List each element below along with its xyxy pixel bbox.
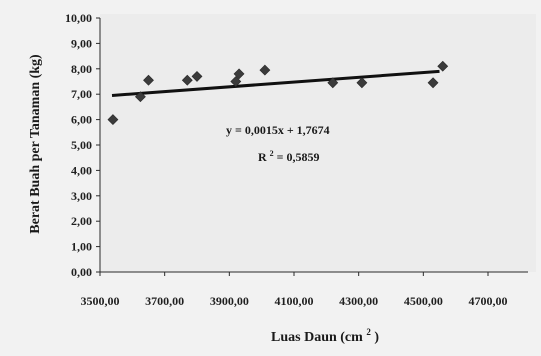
y-tick-label: 2,00 [71, 214, 92, 228]
equation-label: y = 0,0015x + 1,7674 [226, 123, 330, 137]
y-tick-label: 3,00 [71, 189, 92, 203]
r2-value: = 0,5859 [277, 150, 320, 164]
data-point-diamond [191, 70, 203, 82]
y-tick-label: 8,00 [71, 62, 92, 76]
x-tick-label: 4700,00 [469, 294, 508, 308]
x-tick-label: 3900,00 [210, 294, 249, 308]
y-axis-title: Berat Buah per Tanaman (kg) [28, 54, 43, 234]
x-axis-title-main: Luas Daun (cm [271, 330, 363, 345]
y-tick-label: 7,00 [71, 87, 92, 101]
data-point-diamond [356, 77, 368, 89]
trendline [111, 69, 440, 97]
y-tick-label: 5,00 [71, 138, 92, 152]
data-point-diamond [230, 76, 242, 87]
data-point-diamond [143, 74, 154, 86]
x-tick-labels: 3500,00 3700,00 3900,00 4100,00 4300,00 4500,… [81, 272, 508, 308]
x-tick-label: 3700,00 [145, 294, 184, 308]
y-tick-label: 9,00 [71, 36, 92, 50]
data-point-diamond [437, 60, 449, 72]
r2-superscript: 2 [270, 149, 274, 158]
r2-label: R 2 = 0,5859 [258, 145, 320, 164]
x-axis-title-close: ) [374, 330, 379, 345]
y-tick-label: 4,00 [71, 163, 92, 177]
x-tick-label: 4100,00 [275, 294, 314, 308]
x-tick-label: 4300,00 [339, 294, 378, 308]
data-point-diamond [427, 77, 439, 89]
data-point-diamond [327, 77, 339, 89]
y-tick-label: 0,00 [71, 265, 92, 279]
data-point-diamond [181, 74, 193, 86]
data-point-diamond [259, 64, 271, 76]
x-tick-label: 4500,00 [404, 294, 443, 308]
data-point-diamond [107, 114, 119, 126]
y-tick-labels: 0,00 1,00 2,00 3,00 4,00 5,00 6,00 7,00 8,00 9,00… [65, 11, 100, 279]
data-point-diamond [134, 91, 146, 103]
x-axis-title: Luas Daun (cm 2 ) [271, 324, 379, 345]
x-tick-label: 3500,00 [81, 294, 120, 308]
plot-area [100, 14, 536, 272]
r2-letter: R [258, 150, 267, 164]
y-tick-label: 6,00 [71, 113, 92, 127]
data-point-diamond [233, 68, 245, 80]
y-tick-label: 10,00 [65, 11, 92, 25]
x-axis-title-superscript: 2 [366, 327, 371, 337]
data-points [107, 60, 449, 126]
y-tick-label: 1,00 [71, 240, 92, 254]
